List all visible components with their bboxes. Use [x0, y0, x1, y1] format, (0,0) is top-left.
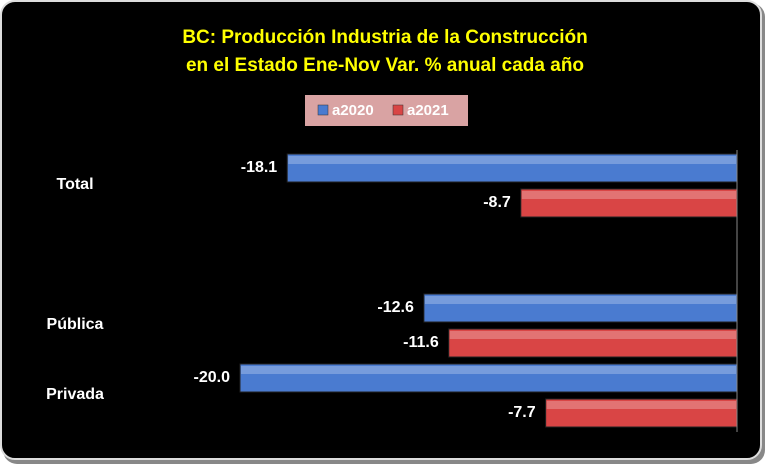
bar-highlight: [424, 296, 736, 304]
value-label: -11.6: [403, 334, 439, 351]
legend-swatch: [317, 104, 329, 116]
bar-highlight: [546, 401, 736, 409]
value-label: -12.6: [377, 299, 414, 316]
value-label: -7.7: [508, 404, 536, 421]
value-label: -20.0: [194, 369, 231, 386]
bar: [545, 398, 738, 428]
value-label: -8.7: [483, 194, 511, 211]
value-label: -18.1: [241, 159, 278, 176]
category-label: Total: [56, 176, 93, 193]
legend-label: a2020: [332, 102, 374, 119]
bar-highlight: [521, 191, 736, 199]
bar: [448, 328, 738, 358]
category-label: Privada: [46, 386, 104, 403]
bar: [423, 293, 738, 323]
legend-swatch: [392, 104, 404, 116]
bar: [520, 188, 738, 218]
bar-highlight: [241, 366, 736, 374]
chart-title: en el Estado Ene-Nov Var. % anual cada a…: [186, 55, 584, 76]
category-label: Pública: [47, 316, 104, 333]
bar-highlight: [288, 156, 736, 164]
bar-highlight: [449, 331, 736, 339]
legend-box: [305, 95, 468, 126]
chart-title: BC: Producción Industria de la Construcc…: [182, 27, 587, 48]
legend-label: a2021: [407, 102, 449, 119]
bar: [239, 363, 738, 393]
